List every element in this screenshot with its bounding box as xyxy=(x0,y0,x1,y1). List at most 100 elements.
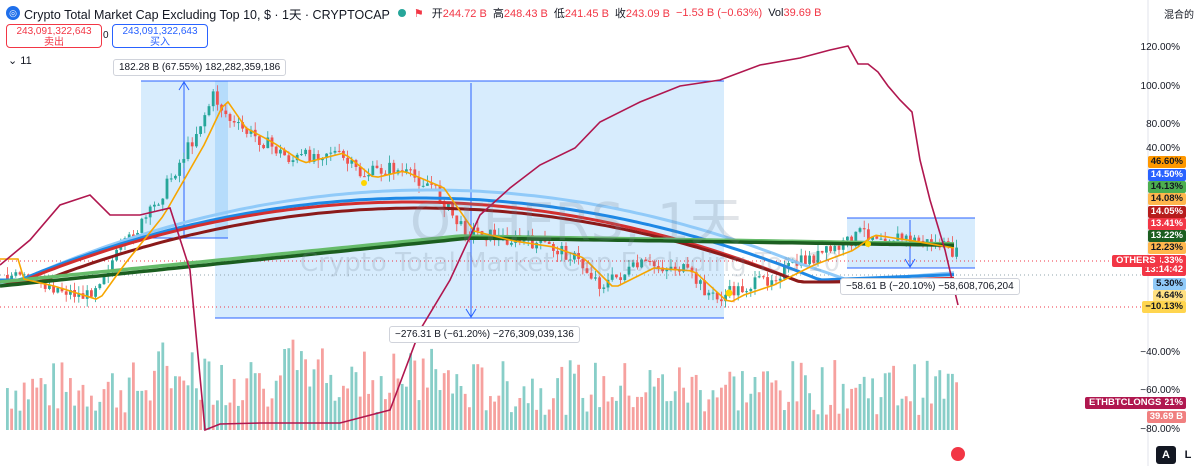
candle-body xyxy=(73,289,76,297)
volume-bar xyxy=(955,382,958,430)
candle-body xyxy=(736,286,740,296)
flag-icon[interactable]: ⚑ xyxy=(413,7,424,20)
volume-bar xyxy=(787,401,790,430)
candle-body xyxy=(770,280,774,286)
candle-body xyxy=(232,121,236,123)
volume-bar xyxy=(342,385,345,430)
candle-body xyxy=(371,165,375,176)
candle-body xyxy=(18,272,22,275)
volume-bar xyxy=(678,367,681,430)
candle-body xyxy=(682,264,685,272)
candle-body xyxy=(161,198,165,205)
volume-bar xyxy=(400,383,404,430)
volume-bar xyxy=(333,400,337,430)
spread-value: 0 xyxy=(103,30,109,41)
volume-bar xyxy=(816,414,820,430)
candle-body xyxy=(140,218,144,233)
auto-scale-button[interactable]: A xyxy=(1156,446,1176,464)
candle-body xyxy=(816,250,820,264)
candle-body xyxy=(224,110,228,115)
market-status-icon xyxy=(397,9,406,17)
sell-button[interactable]: 243,091,322,643 卖出 xyxy=(6,24,102,48)
indicators-toggle[interactable]: ⌄ 11 xyxy=(8,54,32,67)
candle-body xyxy=(657,266,660,268)
candle-body xyxy=(190,142,194,147)
volume-bar xyxy=(346,388,349,430)
volume-bar xyxy=(522,386,526,430)
candle-body xyxy=(585,268,589,273)
candle-body xyxy=(333,150,337,153)
candle-body xyxy=(64,291,68,295)
volume-bar xyxy=(707,399,711,430)
candle-body xyxy=(308,149,312,162)
volume-bar xyxy=(312,369,316,430)
ethbtc-longs-line xyxy=(0,45,959,432)
volume-bar xyxy=(820,367,824,430)
volume-bar xyxy=(871,378,874,430)
volume-bar xyxy=(888,372,891,430)
candle-body xyxy=(531,235,534,249)
volume-bar xyxy=(127,377,131,430)
price-tag: −10.13% xyxy=(1142,301,1186,313)
candle-body xyxy=(283,149,286,156)
volume-bar xyxy=(615,400,618,430)
candle-body xyxy=(825,246,828,253)
volume-bar xyxy=(715,397,719,430)
candle-body xyxy=(127,234,131,239)
candle-body xyxy=(60,287,64,292)
volume-bar xyxy=(451,393,454,430)
price-tag: 5.30% xyxy=(1153,278,1186,290)
ohlc-open: 开244.72 B xyxy=(431,8,487,20)
candle-body xyxy=(90,290,93,297)
volume-bar xyxy=(207,361,211,430)
volume-bar xyxy=(195,388,198,430)
volume-bar xyxy=(81,384,85,430)
candle-body xyxy=(329,152,333,154)
candle-body xyxy=(325,153,328,159)
volume-bar xyxy=(703,411,706,430)
volume-bar xyxy=(699,390,702,430)
candle-body xyxy=(715,292,719,300)
volume-bar xyxy=(791,361,795,430)
volume-bar xyxy=(48,405,51,430)
volume-bar xyxy=(778,390,782,430)
volume-bar xyxy=(228,402,232,430)
volume-bar xyxy=(413,360,417,430)
volume-bar xyxy=(455,374,459,430)
candle-body xyxy=(711,292,715,294)
y-tick-neg60: −60.00% xyxy=(1140,385,1180,396)
volume-bar xyxy=(594,362,597,430)
volume-bar xyxy=(598,407,601,430)
candle-body xyxy=(426,183,429,186)
candle-body xyxy=(665,269,669,272)
volume-bar xyxy=(178,376,181,430)
volume-bar xyxy=(31,378,34,430)
candle-body xyxy=(417,177,421,186)
symbol-title[interactable]: Crypto Total Market Cap Excluding Top 10… xyxy=(24,7,390,22)
volume-bar xyxy=(98,401,102,430)
volume-bar xyxy=(543,414,547,430)
volume-bar xyxy=(652,386,656,430)
candle-body xyxy=(447,203,450,210)
candle-body xyxy=(480,231,484,239)
y-tick-120: 120.00% xyxy=(1140,42,1180,53)
candle-body xyxy=(442,201,446,210)
candle-body xyxy=(871,236,874,240)
volume-bar xyxy=(182,380,186,430)
volume-bar xyxy=(102,389,106,430)
candle-body xyxy=(602,287,606,289)
measure-label-1: 182.28 B (67.55%) 182,282,359,186 xyxy=(113,59,287,76)
volume-bar xyxy=(426,387,429,430)
volume-bar xyxy=(505,381,509,430)
scale-mode-button[interactable]: 混合的 xyxy=(1164,10,1194,21)
log-scale-button[interactable]: L xyxy=(1184,449,1192,461)
candle-body xyxy=(652,261,656,267)
volume-bar xyxy=(909,401,912,430)
chevron-down-icon: ⌄ xyxy=(8,55,18,67)
volume-bar xyxy=(627,395,631,430)
volume-bar xyxy=(741,371,744,430)
candle-body xyxy=(195,134,198,147)
buy-button[interactable]: 243,091,322,643 买入 xyxy=(112,24,208,48)
